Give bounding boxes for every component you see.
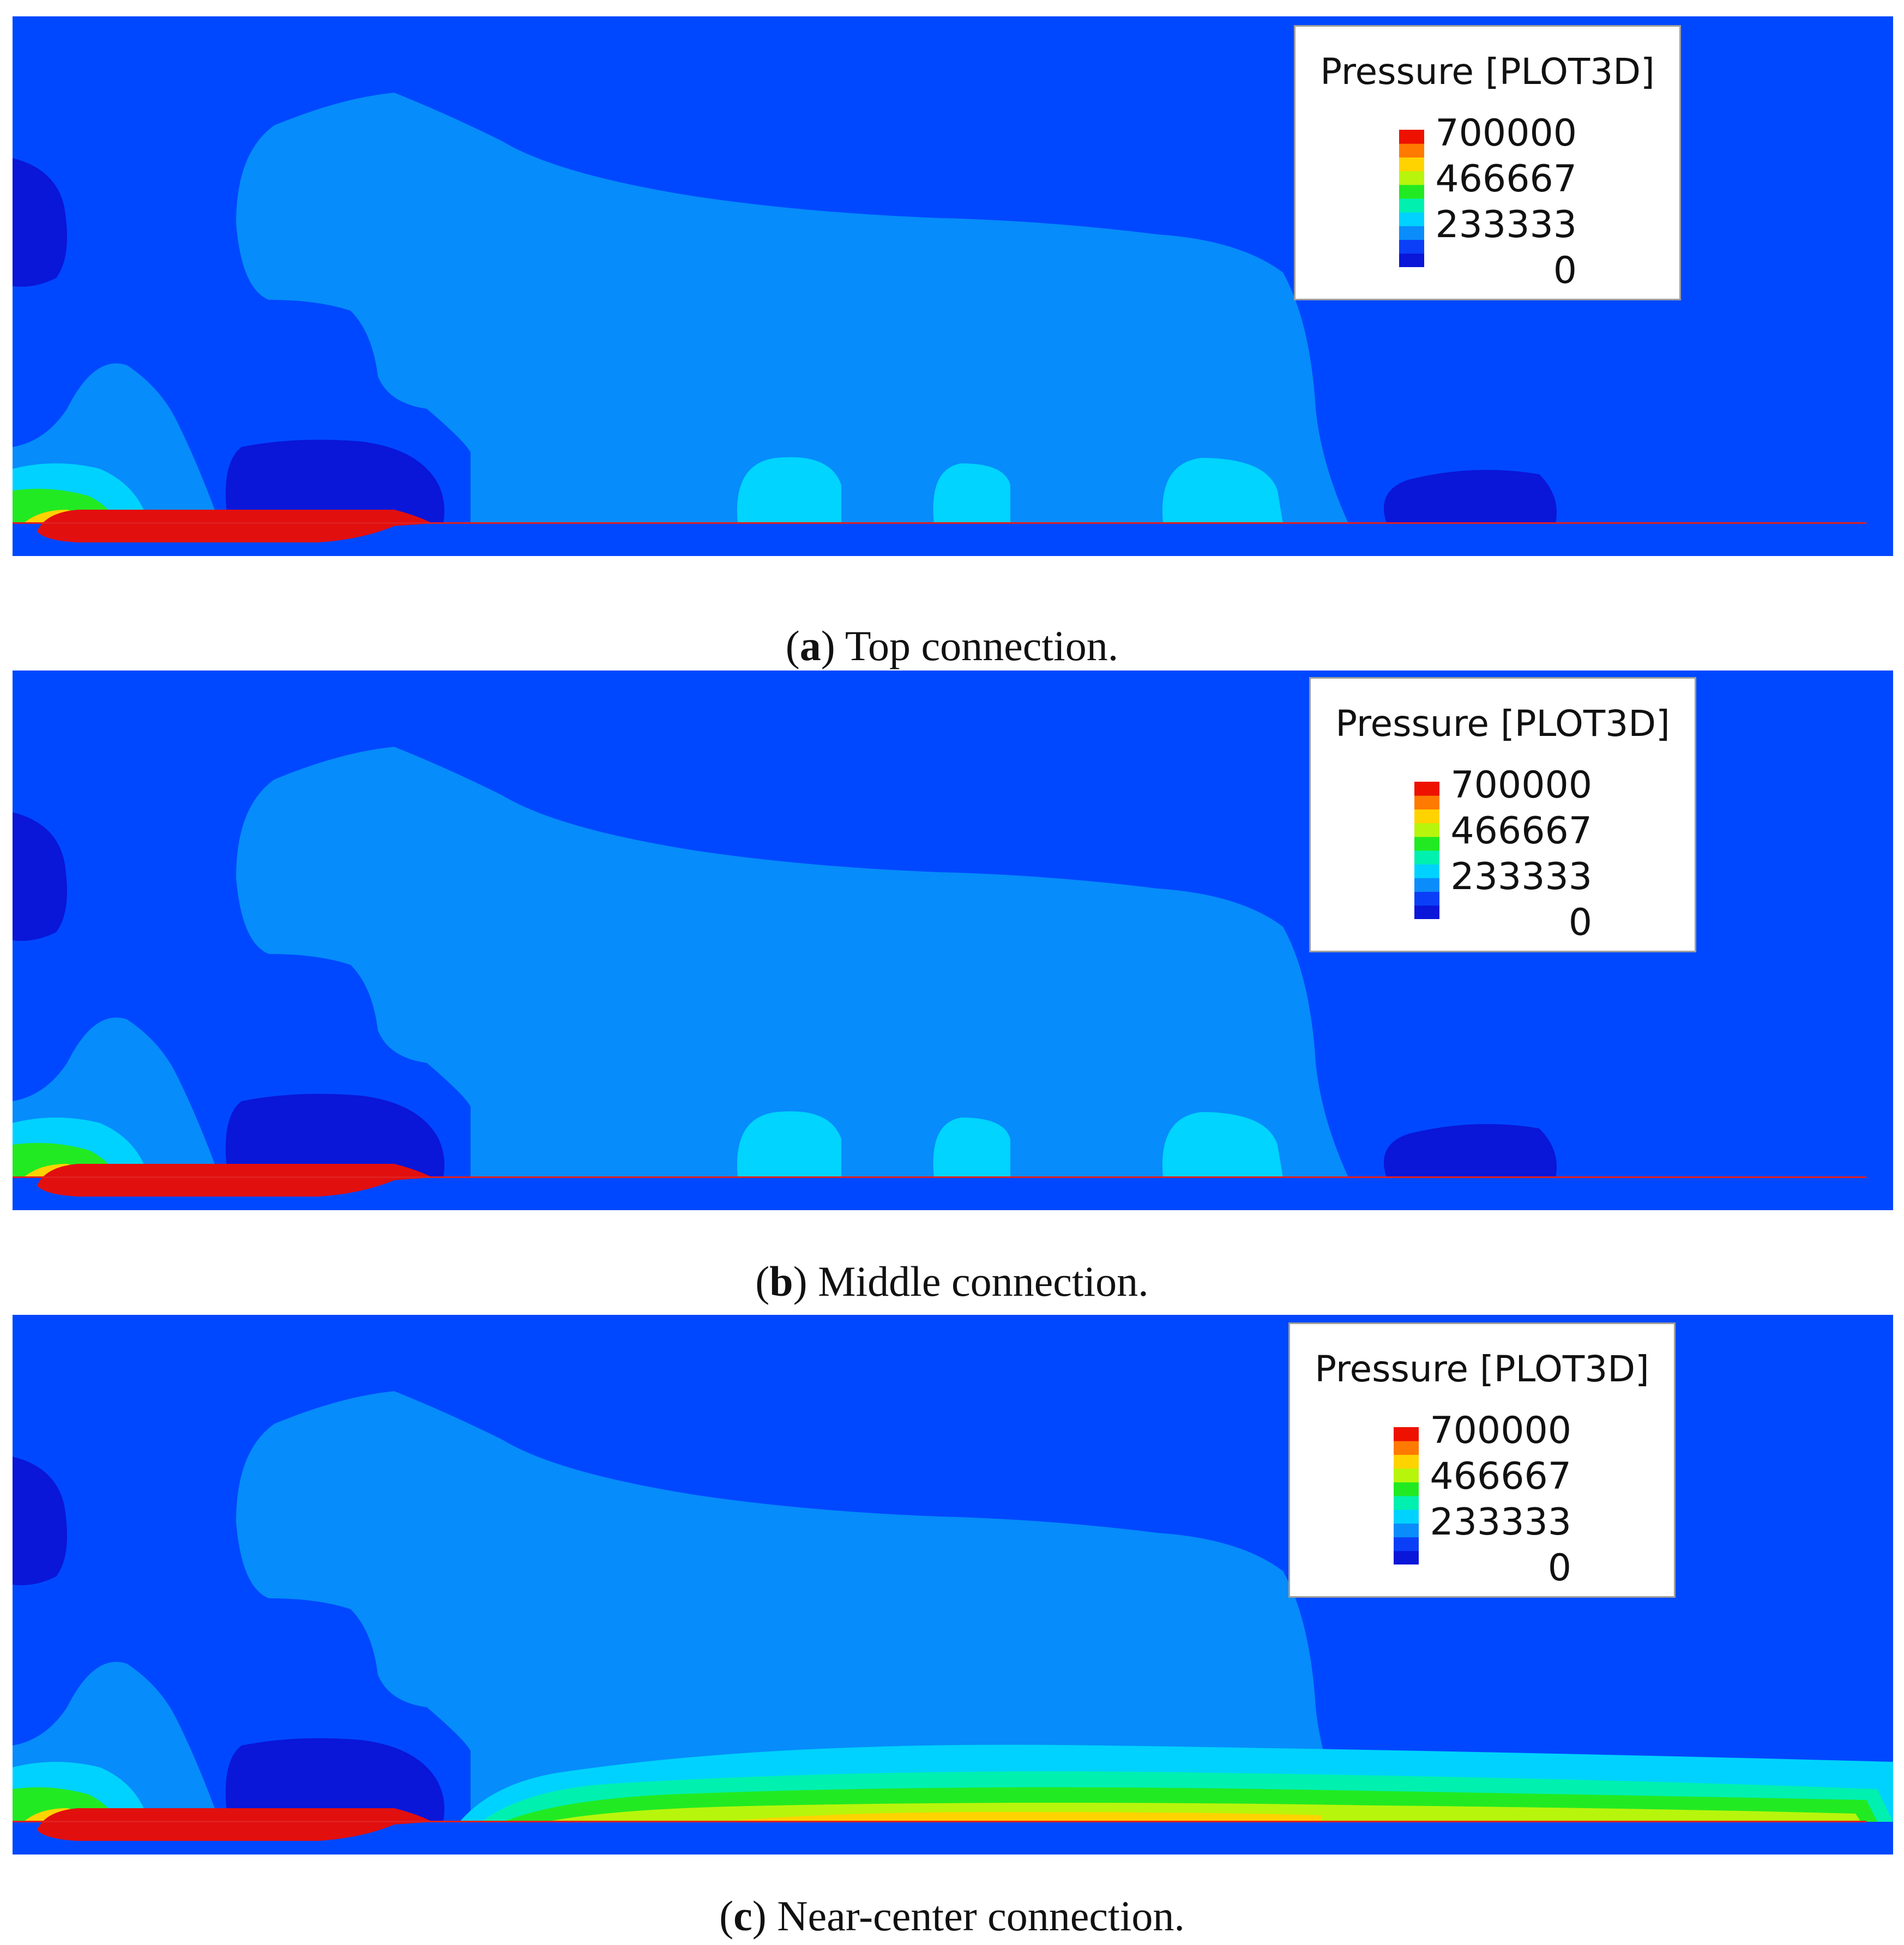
colorbar-segment xyxy=(1414,905,1439,919)
colorbar-segment xyxy=(1399,143,1424,158)
waterline xyxy=(13,522,1866,524)
pressure-region xyxy=(933,463,1010,523)
caption-b: (b) Middle connection. xyxy=(755,1258,1149,1305)
low-pressure-region xyxy=(13,158,67,287)
colorbar-segment xyxy=(1399,198,1424,213)
pressure-region xyxy=(1162,458,1283,523)
colorbar-segment xyxy=(1414,795,1439,810)
legend-tick-min: 0 xyxy=(1553,249,1577,292)
colorbar-segment xyxy=(1399,212,1424,226)
waterline xyxy=(13,1176,1866,1178)
low-pressure-region xyxy=(225,1094,444,1177)
caption-letter: b xyxy=(769,1258,793,1305)
colorbar-segment xyxy=(1394,1523,1419,1538)
legend-c: Pressure [PLOT3D] 700000 466667 233333 0 xyxy=(1288,1322,1676,1598)
colorbar-segment xyxy=(1399,226,1424,240)
low-pressure-region xyxy=(1384,1124,1557,1177)
legend-tick-max: 700000 xyxy=(1450,764,1592,807)
pressure-region xyxy=(737,1111,841,1177)
caption-letter: c xyxy=(733,1892,752,1940)
caption-a: (a) Top connection. xyxy=(785,622,1119,669)
legend-tick-max: 700000 xyxy=(1430,1409,1571,1452)
plume-region xyxy=(13,747,1348,1177)
panel-a: Pressure [PLOT3D] 700000 466667 233333 0 xyxy=(13,16,1893,556)
colorbar xyxy=(1394,1427,1419,1565)
pressure-region xyxy=(737,457,841,523)
colorbar-segment xyxy=(1394,1454,1419,1469)
legend-tick-min: 0 xyxy=(1547,1547,1571,1590)
colorbar-segment xyxy=(1394,1482,1419,1496)
legend-tick-1: 233333 xyxy=(1435,203,1577,246)
panel-c: Pressure [PLOT3D] 700000 466667 233333 0 xyxy=(13,1315,1893,1855)
colorbar-segment xyxy=(1414,878,1439,892)
colorbar-segment xyxy=(1399,157,1424,172)
colorbar-segment xyxy=(1399,184,1424,199)
colorbar-segment xyxy=(1414,864,1439,878)
caption-c: (c) Near-center connection. xyxy=(719,1892,1185,1940)
colorbar-segment xyxy=(1414,782,1439,796)
jet-region xyxy=(721,1812,1321,1822)
pressure-region xyxy=(1162,1112,1283,1177)
legend-title: Pressure [PLOT3D] xyxy=(1320,51,1655,93)
colorbar-segment xyxy=(1394,1537,1419,1551)
low-pressure-region xyxy=(225,439,444,523)
legend-tick-2: 466667 xyxy=(1435,158,1577,201)
legend-tick-1: 233333 xyxy=(1430,1501,1571,1544)
hull-body xyxy=(37,1808,432,1841)
caption-text: Near-center connection. xyxy=(766,1892,1185,1940)
legend-tick-2: 466667 xyxy=(1450,810,1592,853)
colorbar xyxy=(1399,130,1424,267)
waterline xyxy=(13,1821,1866,1822)
colorbar-segment xyxy=(1394,1550,1419,1565)
legend-title: Pressure [PLOT3D] xyxy=(1315,1348,1649,1390)
caption-text: Middle connection. xyxy=(807,1258,1149,1305)
legend-a: Pressure [PLOT3D] 700000 466667 233333 0 xyxy=(1294,25,1681,300)
colorbar-segment xyxy=(1399,239,1424,254)
colorbar-segment xyxy=(1414,850,1439,865)
low-pressure-region xyxy=(13,1457,67,1585)
colorbar-segment xyxy=(1414,823,1439,837)
panel-b: Pressure [PLOT3D] 700000 466667 233333 0 xyxy=(13,671,1893,1210)
plume-region xyxy=(13,1391,1348,1822)
colorbar-segment xyxy=(1399,130,1424,144)
low-pressure-region xyxy=(225,1738,444,1822)
caption-letter: a xyxy=(799,622,821,669)
plume-region xyxy=(13,93,1348,523)
hull-body xyxy=(37,510,432,542)
colorbar-segment xyxy=(1399,171,1424,185)
colorbar xyxy=(1414,782,1439,919)
colorbar-segment xyxy=(1394,1496,1419,1510)
legend-title: Pressure [PLOT3D] xyxy=(1335,703,1670,745)
colorbar-segment xyxy=(1394,1468,1419,1483)
legend-tick-1: 233333 xyxy=(1450,855,1592,898)
legend-tick-min: 0 xyxy=(1568,901,1592,944)
colorbar-segment xyxy=(1414,891,1439,906)
legend-tick-max: 700000 xyxy=(1435,112,1577,155)
caption-text: Top connection. xyxy=(835,622,1119,669)
colorbar-segment xyxy=(1394,1509,1419,1524)
colorbar-segment xyxy=(1394,1427,1419,1441)
legend-b: Pressure [PLOT3D] 700000 466667 233333 0 xyxy=(1309,677,1696,952)
colorbar-segment xyxy=(1394,1441,1419,1455)
hull-body xyxy=(37,1164,432,1197)
low-pressure-region xyxy=(13,812,67,941)
low-pressure-region xyxy=(1384,470,1557,523)
colorbar-segment xyxy=(1414,809,1439,824)
colorbar-segment xyxy=(1399,253,1424,267)
legend-tick-2: 466667 xyxy=(1430,1455,1571,1498)
colorbar-segment xyxy=(1414,836,1439,851)
pressure-region xyxy=(933,1118,1010,1177)
